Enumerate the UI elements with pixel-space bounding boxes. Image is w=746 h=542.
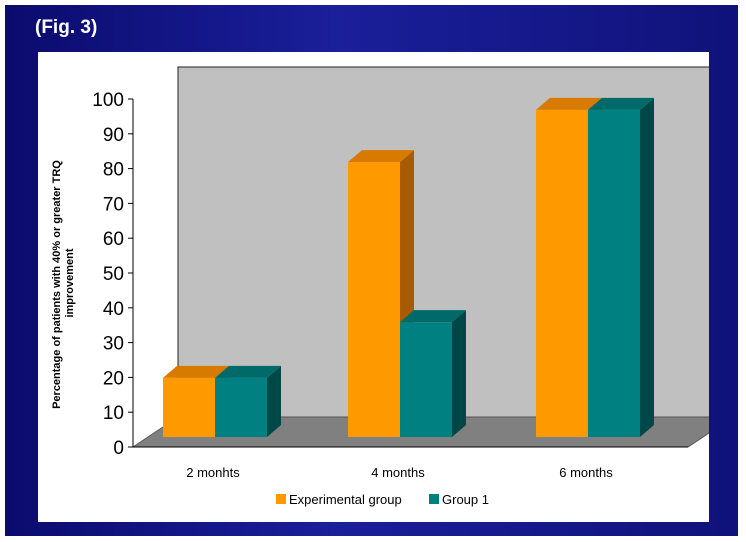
bar-top bbox=[348, 150, 414, 163]
y-tick-label: 0 bbox=[113, 438, 124, 459]
bar bbox=[348, 150, 414, 437]
legend: Experimental group Group 1 bbox=[276, 492, 489, 507]
y-tick-label: 80 bbox=[103, 160, 124, 181]
y-axis-title-line-1: Percentage of patients with 40% or great… bbox=[51, 160, 63, 409]
y-tick-label: 50 bbox=[103, 264, 124, 285]
legend-swatch-experimental-group bbox=[276, 494, 286, 504]
bar-side bbox=[452, 310, 466, 437]
y-tick-label: 20 bbox=[103, 368, 124, 389]
chart-panel: 0 10 20 30 40 50 60 70 80 90 100 2 monhts 4 months 6… bbox=[38, 52, 709, 522]
y-tick-label: 10 bbox=[103, 403, 124, 424]
legend-label-group-1: Group 1 bbox=[442, 492, 489, 507]
bar-top bbox=[400, 310, 466, 323]
x-tick-label: 4 months bbox=[371, 465, 425, 480]
bar-front bbox=[588, 109, 640, 437]
bars bbox=[163, 97, 654, 437]
x-tick-labels: 2 monhts 4 months 6 months bbox=[186, 465, 613, 480]
figure-label: (Fig. 3) bbox=[35, 17, 98, 38]
legend-label-experimental-group: Experimental group bbox=[289, 492, 402, 507]
bar-top bbox=[215, 365, 281, 378]
bar-top bbox=[163, 365, 229, 378]
figure-frame: (Fig. 3) 0 10 20 30 40 50 60 70 80 90 100 2 monhts… bbox=[5, 5, 738, 536]
bar-front bbox=[536, 109, 588, 437]
bar-top bbox=[536, 97, 602, 110]
y-tick-label: 90 bbox=[103, 125, 124, 146]
bar bbox=[400, 310, 466, 437]
bar-chart: 0 10 20 30 40 50 60 70 80 90 100 2 monhts 4 months 6… bbox=[51, 66, 709, 507]
y-tick-label: 60 bbox=[103, 229, 124, 250]
x-tick-label: 6 months bbox=[559, 465, 613, 480]
x-tick-label: 2 monhts bbox=[186, 465, 240, 480]
y-tick-label: 30 bbox=[103, 334, 124, 355]
legend-swatch-group-1 bbox=[429, 494, 439, 504]
y-tick-label: 40 bbox=[103, 299, 124, 320]
y-tick-labels: 0 10 20 30 40 50 60 70 80 90 100 bbox=[92, 90, 133, 459]
bar-front bbox=[400, 322, 452, 437]
bar bbox=[588, 97, 654, 437]
bar-front bbox=[163, 377, 215, 437]
y-tick-label: 100 bbox=[92, 90, 124, 111]
y-axis-title-line-2: improvement bbox=[64, 248, 76, 317]
bar-front bbox=[215, 377, 267, 437]
y-tick-label: 70 bbox=[103, 194, 124, 215]
bar bbox=[215, 365, 281, 437]
bar-side bbox=[640, 97, 654, 437]
bar-front bbox=[348, 162, 400, 437]
y-axis-title: Percentage of patients with 40% or great… bbox=[51, 157, 76, 409]
bar-side bbox=[267, 365, 281, 437]
bar-top bbox=[588, 97, 654, 110]
